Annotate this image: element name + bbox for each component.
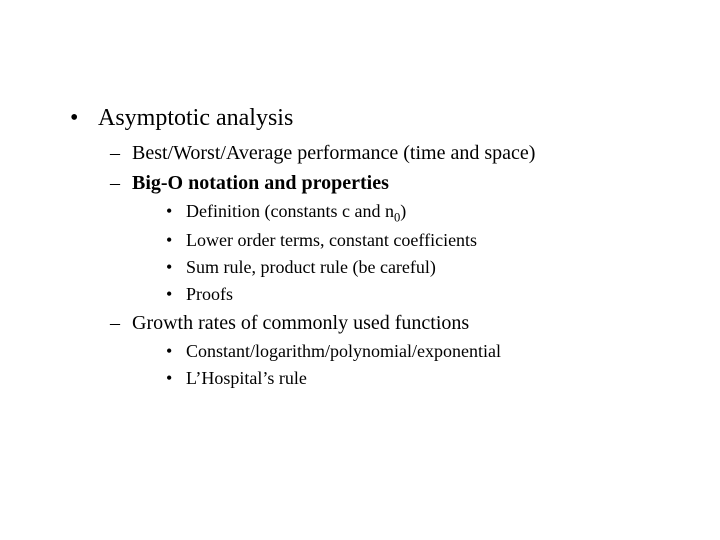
dot-icon: • [166,281,186,308]
level1-text: Asymptotic analysis [98,105,293,131]
level3-item: •Sum rule, product rule (be careful) [166,254,670,281]
level1-item: •Asymptotic analysis [70,100,670,136]
level3-text: Proofs [186,284,233,304]
level2-item: –Big-O notation and properties [110,168,670,198]
dash-icon: – [110,138,132,168]
level3-item: •Lower order terms, constant coefficient… [166,227,670,254]
level3-item: •Proofs [166,281,670,308]
level2-text-bold: Big-O notation and properties [132,172,389,194]
level3-item: •Definition (constants c and n0) [166,198,670,227]
dash-icon: – [110,308,132,338]
level3-text: Definition (constants c and n0) [186,201,406,221]
dash-icon: – [110,168,132,198]
level3-item: •Constant/logarithm/polynomial/exponenti… [166,338,670,365]
level2-text: Best/Worst/Average performance (time and… [132,142,535,164]
dot-icon: • [166,254,186,281]
level2-text: Growth rates of commonly used functions [132,312,469,334]
slide-content: •Asymptotic analysis –Best/Worst/Average… [0,0,720,432]
level3-text: Lower order terms, constant coefficients [186,230,477,250]
bullet-icon: • [70,100,98,136]
dot-icon: • [166,365,186,392]
dot-icon: • [166,227,186,254]
dot-icon: • [166,338,186,365]
level3-text: L’Hospital’s rule [186,368,307,388]
level3-text: Sum rule, product rule (be careful) [186,257,436,277]
dot-icon: • [166,198,186,225]
level3-text: Constant/logarithm/polynomial/exponentia… [186,341,501,361]
level2-item: –Best/Worst/Average performance (time an… [110,138,670,168]
level3-item: •L’Hospital’s rule [166,365,670,392]
level2-item: –Growth rates of commonly used functions [110,308,670,338]
